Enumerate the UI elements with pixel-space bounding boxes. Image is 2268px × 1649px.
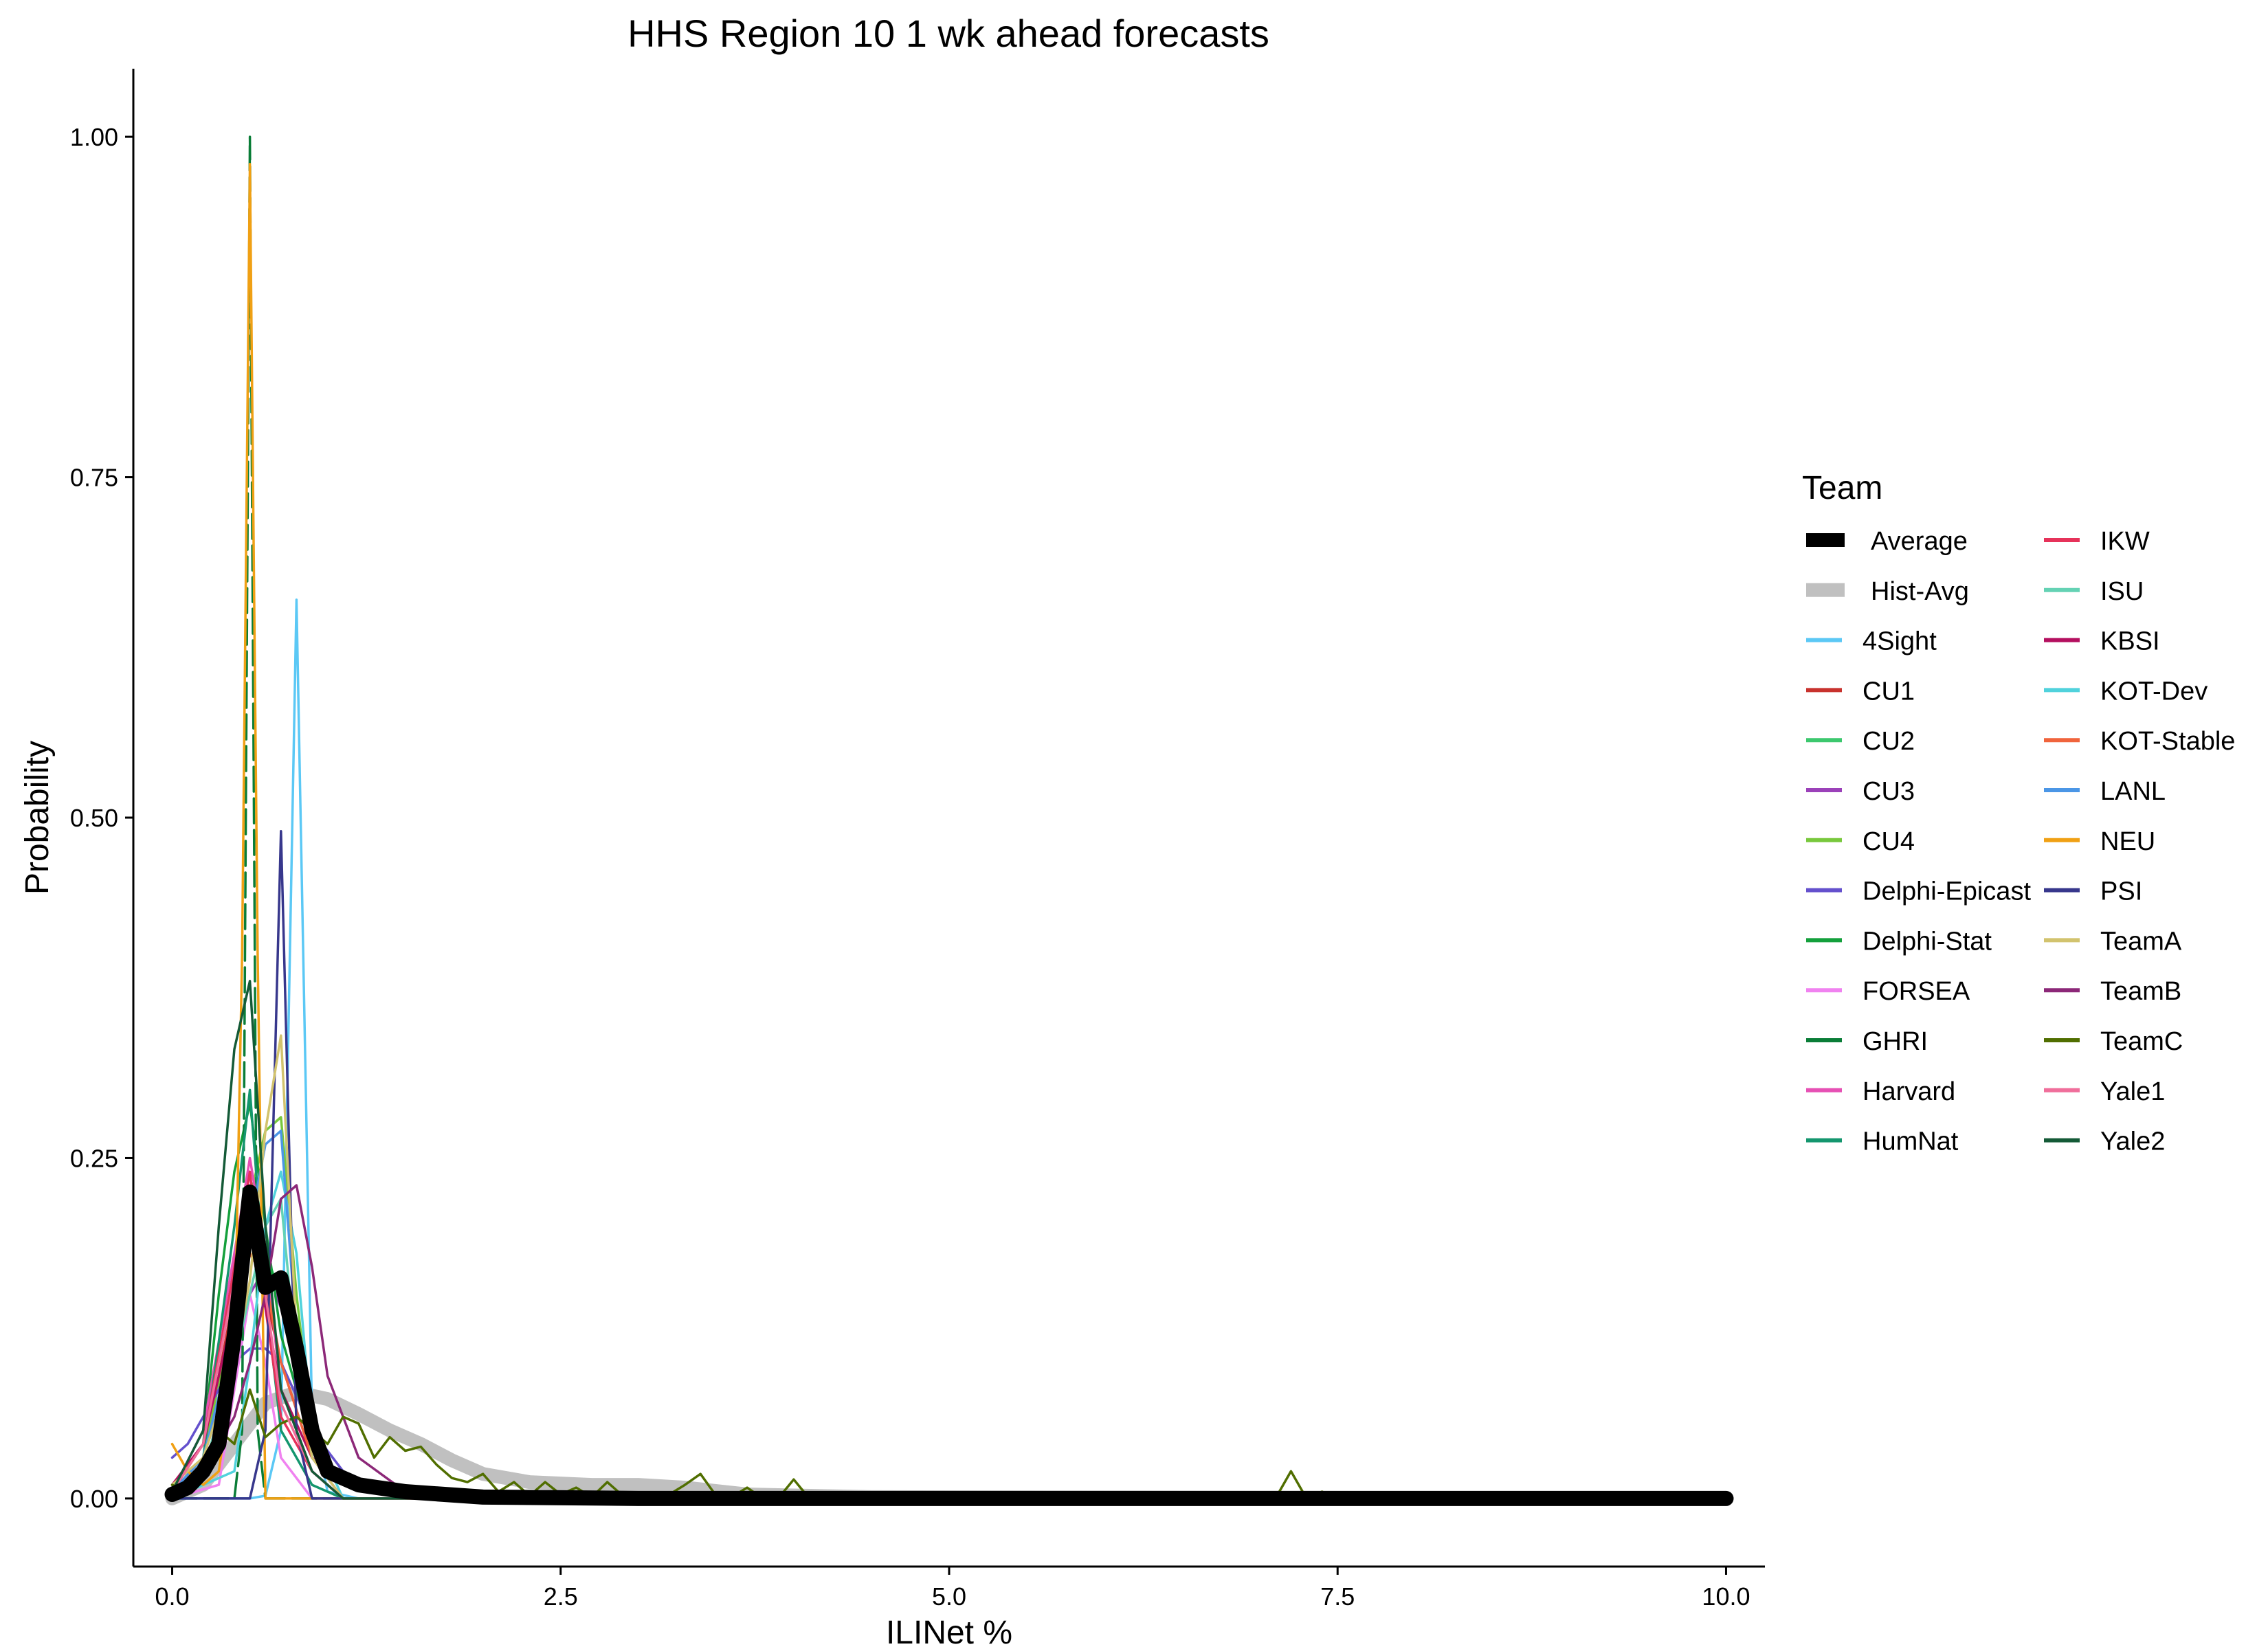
y-axis-ticks: 0.00 0.25 0.50 0.75 1.00 <box>70 123 133 1513</box>
x-tick-label: 2.5 <box>544 1582 578 1611</box>
series-line-neu <box>170 162 1728 1500</box>
legend-item-teamb: TeamB <box>2044 977 2181 1006</box>
series-line-cu3 <box>170 1266 1728 1500</box>
legend: Team Average Hist-Avg 4Sight CU1 CU2 CU3 CU4 De… <box>1802 470 2235 1156</box>
x-axis-title: ILINet % <box>886 1615 1012 1649</box>
legend-label-yale2: Yale2 <box>2100 1128 2165 1156</box>
legend-item-hist-avg: Hist-Avg <box>1806 577 1969 606</box>
legend-item-kbsi: KBSI <box>2044 627 2160 656</box>
legend-item-cu1: CU1 <box>1806 677 1915 706</box>
series-line-harvard <box>170 1156 1728 1500</box>
series-line-ghri <box>170 135 1728 1500</box>
series-line-isu <box>170 1198 1728 1500</box>
legend-label-teamb: TeamB <box>2100 977 2181 1006</box>
legend-label-harvard: Harvard <box>1863 1077 1955 1106</box>
legend-label-forsea: FORSEA <box>1863 977 1970 1006</box>
legend-item-average: Average <box>1806 527 1968 556</box>
legend-item-kot-dev: KOT-Dev <box>2044 677 2208 706</box>
legend-item-delphi-stat: Delphi-Stat <box>1806 927 1992 956</box>
legend-label-ikw: IKW <box>2100 527 2150 556</box>
legend-label-delphi-epicast: Delphi-Epicast <box>1863 877 2031 906</box>
legend-item-cu2: CU2 <box>1806 727 1915 756</box>
legend-items: Average Hist-Avg 4Sight CU1 CU2 CU3 CU4 Delphi-… <box>1806 527 2235 1156</box>
legend-label-cu2: CU2 <box>1863 727 1915 756</box>
x-tick-label: 7.5 <box>1320 1582 1355 1611</box>
x-tick-label: 10.0 <box>1702 1582 1750 1611</box>
series-line-yale2 <box>170 980 1728 1500</box>
legend-label-average: Average <box>1871 527 1968 556</box>
legend-item-forsea: FORSEA <box>1806 977 1970 1006</box>
legend-label-4sight: 4Sight <box>1863 627 1937 656</box>
series-line-average <box>164 1185 1734 1506</box>
y-tick-label: 1.00 <box>70 123 118 151</box>
legend-label-cu1: CU1 <box>1863 677 1915 706</box>
x-axis-ticks: 0.0 2.5 5.0 7.5 10.0 <box>155 1567 1750 1611</box>
series-line-kbsi <box>170 1224 1728 1500</box>
plot-area: 0.0 2.5 5.0 7.5 10.0 0.00 0.25 0.50 0.75 1.00 <box>70 69 1765 1611</box>
series-line-teama <box>170 1034 1728 1500</box>
legend-label-cu4: CU4 <box>1863 827 1915 856</box>
series-line-cu1 <box>170 1198 1728 1500</box>
series-line-hist-avg <box>165 1385 1733 1505</box>
legend-label-ghri: GHRI <box>1863 1027 1928 1056</box>
legend-item-teama: TeamA <box>2044 927 2182 956</box>
x-tick-label: 5.0 <box>932 1582 966 1611</box>
legend-label-teama: TeamA <box>2100 927 2182 956</box>
legend-label-psi: PSI <box>2100 877 2142 906</box>
legend-item-teamc: TeamC <box>2044 1027 2183 1056</box>
legend-item-yale2: Yale2 <box>2044 1128 2165 1156</box>
series-line-psi <box>170 830 1728 1500</box>
legend-label-kot-dev: KOT-Dev <box>2100 677 2208 706</box>
series-line-delphi-epicast <box>170 1347 1728 1500</box>
y-tick-label: 0.50 <box>70 804 118 832</box>
legend-label-hist-avg: Hist-Avg <box>1871 577 1969 606</box>
legend-label-kot-stable: KOT-Stable <box>2100 727 2235 756</box>
legend-item-lanl: LANL <box>2044 777 2166 806</box>
legend-label-delphi-stat: Delphi-Stat <box>1863 927 1992 956</box>
legend-item-delphi-epicast: Delphi-Epicast <box>1806 877 2031 906</box>
legend-item-humnat: HumNat <box>1806 1128 1959 1156</box>
legend-label-isu: ISU <box>2100 577 2144 606</box>
legend-label-cu3: CU3 <box>1863 777 1915 806</box>
legend-item-isu: ISU <box>2044 577 2144 606</box>
legend-title: Team <box>1802 470 1882 506</box>
series-layer <box>164 135 1734 1506</box>
legend-label-neu: NEU <box>2100 827 2155 856</box>
legend-label-humnat: HumNat <box>1863 1128 1959 1156</box>
legend-item-kot-stable: KOT-Stable <box>2044 727 2235 756</box>
legend-item-cu4: CU4 <box>1806 827 1915 856</box>
legend-item-4sight: 4Sight <box>1806 627 1937 656</box>
x-tick-label: 0.0 <box>155 1582 190 1611</box>
y-tick-label: 0.00 <box>70 1485 118 1513</box>
legend-item-harvard: Harvard <box>1806 1077 1955 1106</box>
y-tick-label: 0.25 <box>70 1144 118 1172</box>
legend-item-neu: NEU <box>2044 827 2155 856</box>
legend-label-kbsi: KBSI <box>2100 627 2160 656</box>
legend-item-psi: PSI <box>2044 877 2142 906</box>
series-line-kot-stable <box>170 1252 1728 1500</box>
legend-item-cu3: CU3 <box>1806 777 1915 806</box>
legend-label-yale1: Yale1 <box>2100 1077 2165 1106</box>
y-tick-label: 0.75 <box>70 464 118 492</box>
series-line-forsea <box>170 1292 1728 1500</box>
legend-item-ikw: IKW <box>2044 527 2150 556</box>
series-line-4sight <box>170 598 1728 1500</box>
legend-label-teamc: TeamC <box>2100 1027 2183 1056</box>
legend-label-lanl: LANL <box>2100 777 2166 806</box>
series-line-cu2 <box>170 1224 1728 1500</box>
chart-title: HHS Region 10 1 wk ahead forecasts <box>627 12 1269 55</box>
legend-item-ghri: GHRI <box>1806 1027 1928 1056</box>
y-axis-title: Probability <box>19 741 56 895</box>
legend-item-yale1: Yale1 <box>2044 1077 2165 1106</box>
